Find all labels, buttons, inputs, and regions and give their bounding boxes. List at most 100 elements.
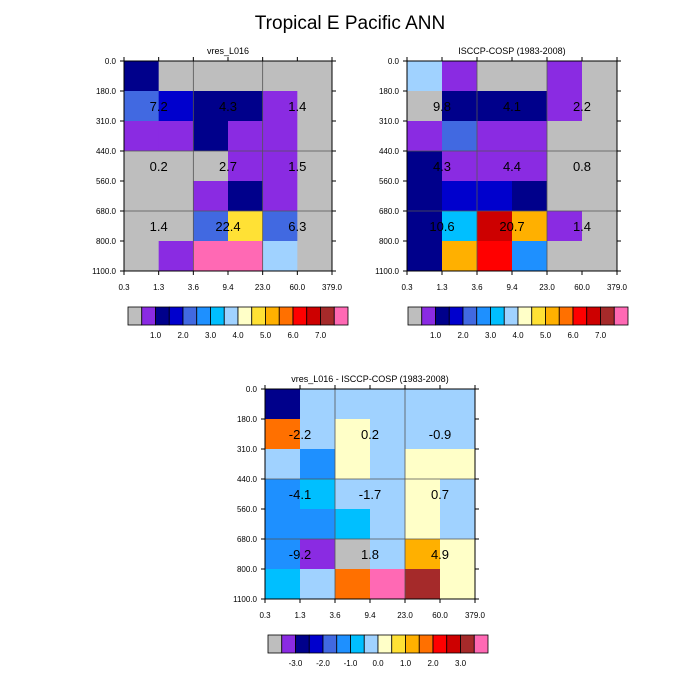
heatmap-cell: [442, 61, 478, 92]
colorbar-cell: [613, 306, 629, 326]
heatmap-cell: [477, 61, 513, 92]
heatmap-cell: [442, 121, 478, 152]
heatmap-cell: [265, 419, 301, 450]
heatmap-cell: [228, 151, 264, 182]
heatmap-cell: [124, 61, 160, 92]
colorbar-cell: [572, 306, 588, 326]
heatmap-cell: [193, 121, 229, 152]
colorbar-cell: [308, 634, 324, 654]
colorbar-label: 1.0: [400, 659, 412, 668]
heatmap-cell: [300, 539, 336, 570]
cell-annotation: 1.8: [361, 547, 379, 562]
colorbar-cell: [586, 306, 601, 326]
heatmap-cell: [512, 181, 548, 212]
colorbar-label: 7.0: [595, 331, 607, 340]
heatmap-cell: [265, 569, 301, 600]
colorbar-cell: [292, 306, 308, 326]
heatmap-cell: [193, 151, 229, 182]
cell-annotation: 9.8: [433, 99, 451, 114]
y-tick-label: 800.0: [96, 237, 117, 246]
heatmap-cell: [547, 61, 583, 92]
x-tick-label: 60.0: [290, 283, 306, 292]
heatmap-cell: [193, 241, 229, 272]
x-tick-label: 9.4: [506, 283, 518, 292]
colorbar-cell: [448, 306, 464, 326]
cell-annotation: -1.7: [359, 487, 381, 502]
heatmap-cell: [442, 241, 478, 272]
heatmap-cell: [262, 241, 298, 272]
heatmap-cell: [547, 91, 583, 122]
cell-annotation: 1.4: [288, 99, 306, 114]
y-tick-label: 560.0: [237, 505, 258, 514]
heatmap-cell: [582, 121, 618, 152]
heatmap-cell: [265, 449, 301, 480]
heatmap-cell: [440, 569, 476, 600]
x-tick-label: 23.0: [397, 611, 413, 620]
heatmap-cell: [228, 211, 264, 242]
heatmap-cell: [262, 61, 298, 92]
panel-title: vres_L016: [207, 46, 249, 56]
heatmap-cell: [265, 479, 301, 510]
colorbar-label: 1.0: [150, 331, 162, 340]
heatmap-cell: [407, 211, 443, 242]
colorbar-cell: [141, 306, 156, 326]
heatmap-cell: [547, 241, 583, 272]
colorbar-label: 2.0: [457, 331, 469, 340]
colorbar-cell: [407, 306, 423, 326]
heatmap-cell: [440, 449, 476, 480]
colorbar-cell: [421, 306, 436, 326]
colorbar-label: 6.0: [287, 331, 299, 340]
heatmap-cell: [547, 181, 583, 212]
heatmap-cell: [442, 181, 478, 212]
y-tick-label: 560.0: [96, 177, 117, 186]
x-tick-label: 9.4: [364, 611, 376, 620]
colorbar-cell: [503, 306, 519, 326]
colorbar-cell: [281, 634, 296, 654]
heatmap-cell: [370, 449, 406, 480]
heatmap-cell: [124, 151, 160, 182]
cell-annotation: 22.4: [215, 219, 240, 234]
colorbar-cell: [558, 306, 574, 326]
colorbar-cell: [350, 634, 365, 654]
y-tick-label: 680.0: [237, 535, 258, 544]
colorbar-label: 1.0: [430, 331, 442, 340]
heatmap-cell: [440, 389, 476, 420]
colorbar-label: 7.0: [315, 331, 327, 340]
heatmap-cell: [582, 91, 618, 122]
heatmap-cell: [582, 211, 618, 242]
heatmap-cell: [370, 539, 406, 570]
heatmap-cell: [405, 449, 441, 480]
heatmap-cell: [512, 121, 548, 152]
y-tick-label: 310.0: [96, 117, 117, 126]
heatmap-cell: [547, 121, 583, 152]
heatmap-cell: [512, 151, 548, 182]
colorbar-cell: [196, 306, 211, 326]
heatmap-cell: [335, 449, 371, 480]
cell-annotation: 4.3: [433, 159, 451, 174]
y-tick-label: 180.0: [379, 87, 400, 96]
y-tick-label: 440.0: [379, 147, 400, 156]
cell-annotation: 6.3: [288, 219, 306, 234]
x-tick-label: 23.0: [539, 283, 555, 292]
heatmap-cell: [407, 181, 443, 212]
y-tick-label: 0.0: [388, 57, 400, 66]
y-tick-label: 680.0: [379, 207, 400, 216]
heatmap-cell: [405, 419, 441, 450]
panel-title: vres_L016 - ISCCP-COSP (1983-2008): [291, 374, 448, 384]
heatmap-cell: [265, 509, 301, 540]
y-tick-label: 1100.0: [92, 267, 116, 276]
colorbar-cell: [295, 634, 310, 654]
heatmap-cell: [407, 61, 443, 92]
heatmap-cell: [124, 241, 160, 272]
x-tick-label: 60.0: [432, 611, 448, 620]
colorbar-cell: [251, 306, 266, 326]
heatmap-cell: [582, 61, 618, 92]
colorbar-cell: [473, 634, 489, 654]
heatmap-cell: [477, 241, 513, 272]
heatmap-cell: [228, 241, 264, 272]
heatmap-cell: [297, 181, 333, 212]
heatmap-cell: [228, 181, 264, 212]
colorbar-cell: [322, 634, 338, 654]
cell-annotation: -2.2: [289, 427, 311, 442]
